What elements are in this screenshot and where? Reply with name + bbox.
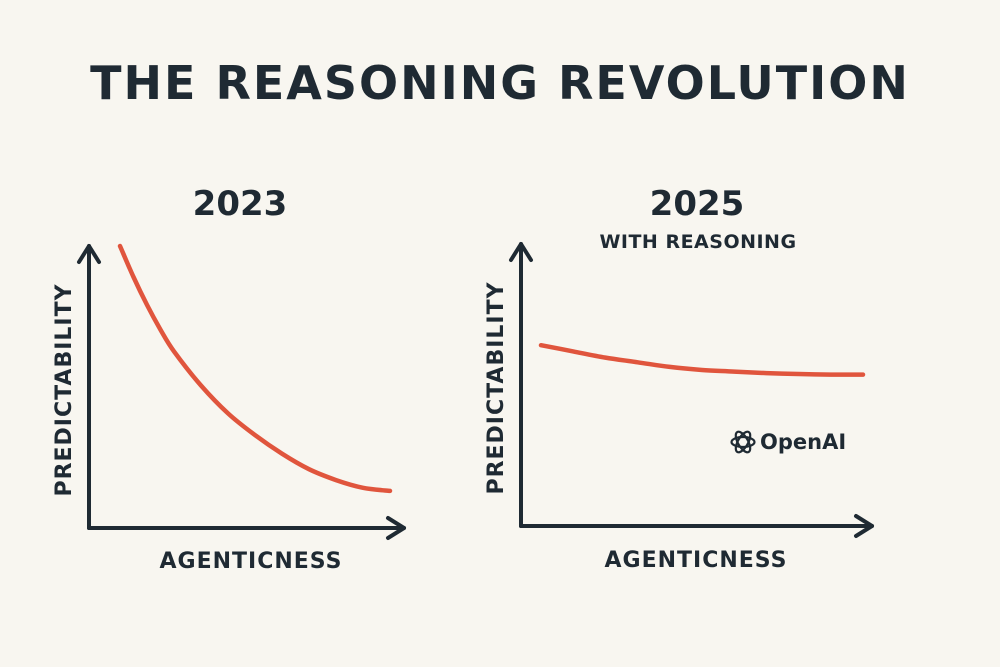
chart-2-xlabel: AGENTICNESS: [604, 548, 787, 573]
chart-2-y-axis-arrow: [509, 242, 533, 262]
chart-2-series-line: [538, 342, 866, 377]
chart-1-title: 2023: [192, 184, 288, 224]
chart-1-y-axis-arrow: [77, 244, 101, 264]
openai-logo-icon: [730, 430, 756, 454]
chart-2023: AGENTICNESS PREDICTABILITY: [52, 243, 406, 574]
chart-2025: AGENTICNESS PREDICTABILITY: [484, 242, 874, 573]
chart-1-x-axis-arrow: [386, 516, 406, 540]
chart-1-ylabel: PREDICTABILITY: [52, 283, 77, 496]
chart-1-series-line: [117, 243, 393, 494]
openai-logo: OpenAI: [728, 427, 846, 457]
logo-text: OpenAI: [760, 430, 847, 454]
page-title: THE REASONING REVOLUTION: [90, 56, 910, 110]
chart-2-ylabel: PREDICTABILITY: [484, 281, 509, 494]
chart-2-x-axis-arrow: [854, 514, 874, 538]
chart-1-xlabel: AGENTICNESS: [159, 549, 342, 574]
chart-2-title: 2025: [649, 184, 745, 224]
chart-2-subtitle: WITH REASONING: [599, 231, 797, 253]
